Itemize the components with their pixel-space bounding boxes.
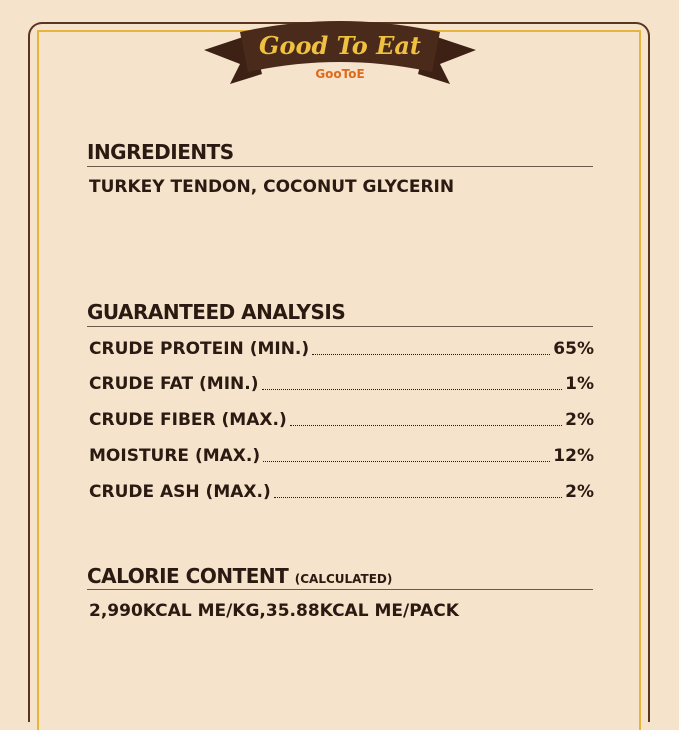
row-label: MOISTURE (MAX.) — [89, 446, 261, 466]
divider — [87, 326, 593, 327]
ingredients-heading: INGREDIENTS — [87, 140, 234, 164]
divider — [87, 589, 593, 590]
analysis-row: CRUDE FIBER (MAX.) 2% — [89, 410, 594, 430]
calorie-text: 2,990KCAL ME/KG,35.88KCAL ME/PACK — [89, 601, 459, 621]
calorie-heading-text: CALORIE CONTENT — [87, 564, 289, 588]
brand-logo: GooToE — [315, 67, 364, 81]
row-value: 12% — [553, 446, 594, 466]
calorie-heading: CALORIE CONTENT (CALCULATED) — [87, 564, 392, 588]
row-label: CRUDE FAT (MIN.) — [89, 374, 259, 394]
calorie-note: (CALCULATED) — [294, 572, 393, 586]
dot-leader — [312, 354, 551, 355]
row-value: 1% — [565, 374, 594, 394]
row-label: CRUDE PROTEIN (MIN.) — [89, 339, 310, 359]
analysis-heading: GUARANTEED ANALYSIS — [87, 300, 346, 324]
row-value: 65% — [553, 339, 594, 359]
analysis-row: CRUDE FAT (MIN.) 1% — [89, 374, 594, 394]
row-value: 2% — [565, 482, 594, 502]
row-value: 2% — [565, 410, 594, 430]
row-label: CRUDE ASH (MAX.) — [89, 482, 271, 502]
divider — [87, 166, 593, 167]
ingredients-text: TURKEY TENDON, COCONUT GLYCERIN — [89, 177, 455, 197]
banner-title: Good To Eat — [259, 31, 421, 60]
dot-leader — [273, 497, 563, 498]
analysis-row: CRUDE PROTEIN (MIN.) 65% — [89, 339, 594, 359]
dot-leader — [261, 389, 563, 390]
analysis-row: CRUDE ASH (MAX.) 2% — [89, 482, 594, 502]
dot-leader — [289, 425, 563, 426]
good-to-eat-banner: Good To Eat GooToE — [204, 21, 476, 84]
row-label: CRUDE FIBER (MAX.) — [89, 410, 287, 430]
dot-leader — [263, 461, 551, 462]
analysis-row: MOISTURE (MAX.) 12% — [89, 446, 594, 466]
